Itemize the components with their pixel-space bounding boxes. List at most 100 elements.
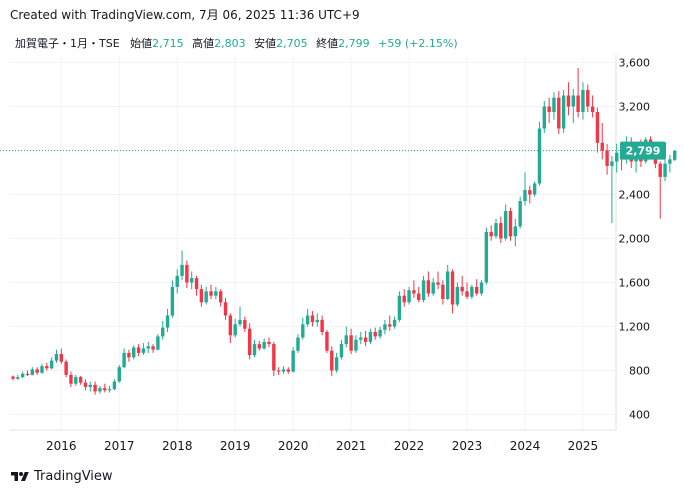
candle-body xyxy=(291,350,295,372)
candle-body xyxy=(185,264,189,283)
candle-body xyxy=(45,366,49,369)
x-tick-label: 2024 xyxy=(510,439,541,453)
candle xyxy=(93,381,97,395)
candle xyxy=(214,286,218,299)
candle-body xyxy=(262,341,266,349)
chart-created-header: Created with TradingView.com, 7月 06, 202… xyxy=(10,8,360,22)
y-tick-label: 3,200 xyxy=(619,101,651,114)
candle-body xyxy=(397,295,402,320)
candle xyxy=(499,216,503,243)
candle-body xyxy=(276,370,281,372)
candle-body xyxy=(542,106,546,129)
candle-body xyxy=(518,201,522,227)
candle xyxy=(64,359,68,378)
candle-body xyxy=(16,377,20,379)
candle-body xyxy=(88,384,92,387)
candle xyxy=(402,289,406,307)
candle xyxy=(528,185,532,204)
candle xyxy=(218,289,223,307)
x-tick-label: 2025 xyxy=(568,439,599,453)
candle-body xyxy=(122,352,126,368)
candle xyxy=(185,260,189,288)
candle-body xyxy=(363,337,368,342)
candle-body xyxy=(117,367,121,382)
candle xyxy=(605,143,609,175)
candle-body xyxy=(441,284,445,299)
candle-body xyxy=(359,337,363,340)
candle-body xyxy=(315,319,319,323)
candle-body xyxy=(446,271,450,299)
candle xyxy=(16,374,20,380)
candle xyxy=(407,286,411,305)
candle xyxy=(600,123,604,160)
candle xyxy=(262,338,266,350)
candle xyxy=(581,82,585,120)
candle xyxy=(523,172,527,206)
candle-body xyxy=(180,264,184,276)
candle-body xyxy=(112,381,117,390)
candle-body xyxy=(581,90,585,112)
candle xyxy=(460,275,464,296)
candle-body xyxy=(547,106,551,112)
y-tick-label: 400 xyxy=(629,409,650,422)
candle xyxy=(325,329,329,353)
candle-body xyxy=(513,226,518,237)
candle xyxy=(175,269,179,294)
x-tick-label: 2017 xyxy=(104,439,135,453)
candle-body xyxy=(69,374,73,384)
candle-body xyxy=(11,376,15,379)
legend-symbol: 加賀電子・1月・TSE xyxy=(15,37,120,50)
candle xyxy=(233,318,237,338)
candle-body xyxy=(417,293,421,301)
candle xyxy=(576,68,580,118)
candle xyxy=(301,317,305,340)
candle xyxy=(542,101,546,133)
candle-body xyxy=(64,361,68,375)
candle-body xyxy=(470,286,474,297)
candle-body xyxy=(460,286,464,292)
legend-high-value: 2,803 xyxy=(214,37,246,50)
candle xyxy=(552,92,556,120)
candle-body xyxy=(30,369,35,375)
candle xyxy=(78,376,83,385)
candle xyxy=(518,196,522,229)
candle-body xyxy=(658,163,662,177)
candle xyxy=(257,340,262,351)
candle-body xyxy=(218,291,223,303)
candle-body xyxy=(247,328,252,356)
candle xyxy=(417,286,421,303)
candle xyxy=(349,328,353,354)
candle xyxy=(470,284,474,299)
candle xyxy=(25,370,30,376)
candle xyxy=(421,275,426,303)
candle-body xyxy=(286,369,291,372)
candle xyxy=(69,371,73,387)
candle-body xyxy=(600,142,604,151)
candle-body xyxy=(532,183,537,195)
candle-body xyxy=(571,95,575,107)
candle-body xyxy=(25,373,30,375)
candle-body xyxy=(330,350,334,371)
legend-low-value: 2,705 xyxy=(276,37,308,50)
y-tick-label: 2,400 xyxy=(619,189,651,202)
candle xyxy=(112,379,117,391)
candle-body xyxy=(59,354,63,362)
candle-body xyxy=(209,291,213,296)
tradingview-logo-icon xyxy=(11,471,29,481)
candle xyxy=(474,279,479,296)
candle-body xyxy=(344,335,348,345)
candle-body xyxy=(484,231,489,283)
candle-body xyxy=(557,97,561,129)
candle-body xyxy=(194,278,199,290)
y-axis-ticks: 400 800 1,200 1,600 2,000 2,400 3,200 3,600 xyxy=(619,57,651,422)
candle-body xyxy=(325,332,329,351)
candle-body xyxy=(305,315,310,325)
candle-body xyxy=(566,95,571,107)
chart-grid xyxy=(10,55,616,430)
candle xyxy=(45,362,49,371)
legend-close-label: 終値 xyxy=(316,37,339,50)
candle xyxy=(397,291,402,323)
candle-body xyxy=(252,344,257,356)
candle-body xyxy=(107,389,112,391)
